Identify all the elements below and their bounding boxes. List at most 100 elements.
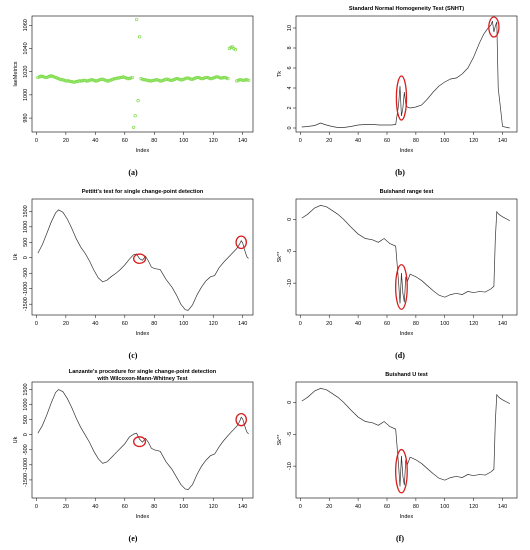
data-point xyxy=(59,78,64,82)
y-tick-label: 0 xyxy=(287,126,293,129)
data-point xyxy=(142,78,146,82)
data-point xyxy=(241,78,245,83)
y-axis-label: Sk** xyxy=(277,434,283,446)
x-tick-label: 20 xyxy=(326,138,332,144)
x-axis-label: Index xyxy=(400,148,414,154)
chart-title-line: Standard Normal Homogeneity Test (SNHT) xyxy=(349,6,464,12)
y-tick-label: 0 xyxy=(23,256,29,259)
data-point xyxy=(164,77,168,81)
data-point xyxy=(226,76,230,81)
data-point xyxy=(174,76,179,81)
plot-frame xyxy=(295,198,518,316)
y-tick-label: 8 xyxy=(287,46,293,49)
data-point xyxy=(78,79,83,83)
y-tick-label: -1000 xyxy=(23,282,29,296)
data-point xyxy=(65,79,70,83)
highlight-ellipse xyxy=(133,436,147,448)
data-point xyxy=(151,78,155,83)
x-tick-label: 40 xyxy=(92,321,98,327)
chart-title-line: Buishand U test xyxy=(385,372,428,378)
x-tick-label: 0 xyxy=(35,504,38,510)
x-tick-label: 140 xyxy=(498,321,507,327)
y-tick-label: 1040 xyxy=(23,42,29,54)
x-tick-label: 40 xyxy=(355,504,361,510)
y-tick-label: -500 xyxy=(23,268,29,279)
plot-frame xyxy=(31,198,254,316)
data-point xyxy=(221,75,226,80)
highlight-ellipse xyxy=(235,412,248,427)
series-line xyxy=(301,388,510,487)
y-tick-label: -5 xyxy=(287,249,293,254)
series-line xyxy=(301,205,510,304)
x-tick-label: 140 xyxy=(498,504,507,510)
y-tick-label: 2 xyxy=(287,106,293,109)
panel-d: Buishand range test 0 20 40 60 80 100 120 140 -10… xyxy=(272,183,527,353)
chart-title: Pettitt's test for single change-point d… xyxy=(82,189,204,195)
data-point xyxy=(189,77,193,81)
y-tick-label: -500 xyxy=(23,444,29,455)
x-tick-label: 140 xyxy=(498,138,507,144)
plot-frame xyxy=(295,15,518,133)
x-tick-label: 20 xyxy=(63,138,69,144)
caption-a: (a) xyxy=(128,168,138,177)
chart-b: Standard Normal Homogeneity Test (SNHT) 0… xyxy=(277,6,518,154)
x-tick-label: 40 xyxy=(92,138,98,144)
series-line xyxy=(37,209,249,311)
x-tick-label: 120 xyxy=(209,138,218,144)
x-tick-label: 100 xyxy=(179,138,188,144)
series-line xyxy=(37,389,249,490)
y-tick-label: -10 xyxy=(287,462,293,470)
data-point xyxy=(185,76,189,80)
data-point xyxy=(43,75,47,80)
y-tick-label: 4 xyxy=(287,86,293,89)
caption-f: (f) xyxy=(396,534,404,543)
data-point xyxy=(168,78,173,83)
highlight-ellipse xyxy=(395,263,408,310)
y-tick-label: 980 xyxy=(23,113,29,122)
x-axis-label: Index xyxy=(136,514,150,520)
y-axis-label: laeMetrics xyxy=(13,61,19,86)
y-tick-label: 0 xyxy=(23,433,29,436)
chart-title: Lanzante's procedure for single change-p… xyxy=(69,369,217,382)
x-tick-label: 120 xyxy=(209,504,218,510)
highlight-ellipse xyxy=(133,253,147,264)
y-axis-label: Tk xyxy=(277,71,283,77)
x-tick-label: 60 xyxy=(122,321,128,327)
y-axis-label: Sk** xyxy=(277,251,283,263)
caption-c: (c) xyxy=(128,351,138,360)
data-point xyxy=(81,78,86,83)
chart-title-line: Lanzante's procedure for single change-p… xyxy=(69,369,217,375)
data-point xyxy=(126,76,130,81)
y-tick-label: 0 xyxy=(287,401,293,404)
x-tick-label: 140 xyxy=(238,138,247,144)
data-point xyxy=(99,77,103,81)
data-point xyxy=(68,79,72,84)
x-tick-label: 80 xyxy=(151,138,157,144)
data-point xyxy=(218,76,223,80)
x-tick-label: 40 xyxy=(92,504,98,510)
y-tick-label: -5 xyxy=(287,432,293,437)
x-tick-label: 0 xyxy=(299,138,302,144)
chart-title: Buishand U test xyxy=(385,372,428,378)
x-tick-label: 20 xyxy=(63,504,69,510)
y-tick-label: 10 xyxy=(287,25,293,31)
data-point xyxy=(179,78,183,82)
x-tick-label: 100 xyxy=(440,321,449,327)
x-tick-label: 120 xyxy=(209,321,218,327)
x-tick-label: 120 xyxy=(469,321,478,327)
data-point xyxy=(134,17,139,22)
y-tick-label: 0 xyxy=(287,218,293,221)
data-point xyxy=(93,79,98,83)
y-tick-label: -1000 xyxy=(23,458,29,472)
x-axis-label: Index xyxy=(136,148,150,154)
x-tick-label: 100 xyxy=(179,321,188,327)
panel-c: Pettitt's test for single change-point d… xyxy=(8,183,263,353)
chart-title: Buishand range test xyxy=(380,189,434,195)
x-tick-label: 20 xyxy=(63,321,69,327)
chart-title-line: Pettitt's test for single change-point d… xyxy=(82,189,204,195)
data-point xyxy=(71,80,75,84)
x-tick-label: 20 xyxy=(326,504,332,510)
x-tick-label: 80 xyxy=(413,138,419,144)
y-tick-label: -1500 xyxy=(23,473,29,487)
